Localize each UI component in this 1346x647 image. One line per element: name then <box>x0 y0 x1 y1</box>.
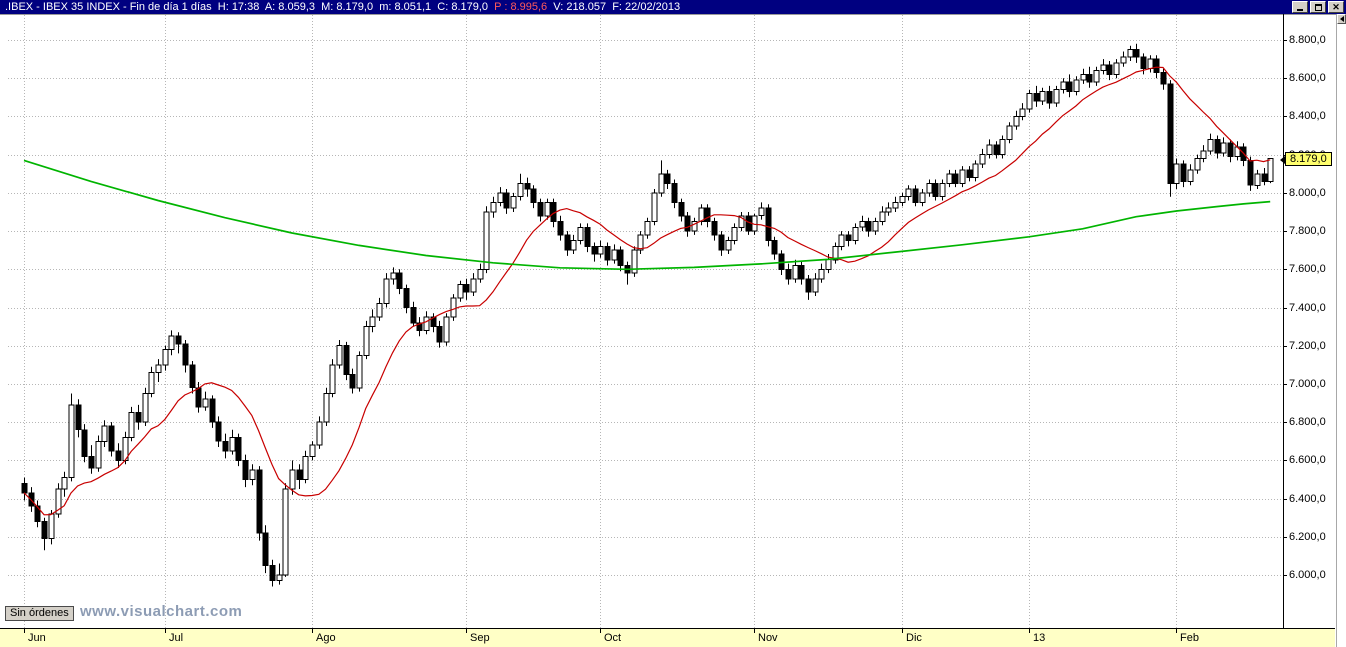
right-gutter <box>1336 14 1346 647</box>
time-axis-tick <box>165 629 166 633</box>
price-axis-label: 7.000,0 <box>1289 378 1326 390</box>
orders-status-chip[interactable]: Sin órdenes <box>5 606 74 621</box>
price-axis-label: 8.400,0 <box>1289 110 1326 122</box>
time-axis-tick <box>600 629 601 633</box>
panel-collapse-button[interactable] <box>1337 14 1346 24</box>
time-axis-tick <box>1029 629 1030 633</box>
time-axis-tick <box>466 629 467 633</box>
price-axis-label: 7.400,0 <box>1289 302 1326 314</box>
time-axis[interactable]: Jun Jul Ago Sep Oct Nov Dic 13 Feb <box>0 628 1335 647</box>
price-axis-label: 6.000,0 <box>1289 569 1326 581</box>
price-axis-label: 6.400,0 <box>1289 493 1326 505</box>
last-price-value: 8.179,0 <box>1290 153 1327 165</box>
time-axis-label: Jun <box>28 632 46 644</box>
title-bar[interactable]: .IBEX - IBEX 35 INDEX - Fin de día 1 día… <box>0 0 1346 14</box>
restore-button[interactable] <box>1310 1 1326 13</box>
title-p-value: P : 8.995,6 <box>494 1 548 13</box>
window-controls: ✕ <box>1292 1 1344 13</box>
price-axis-label: 7.200,0 <box>1289 340 1326 352</box>
price-axis-separator <box>1283 14 1284 628</box>
time-axis-label: Sep <box>470 632 490 644</box>
close-button[interactable]: ✕ <box>1328 1 1344 13</box>
time-axis-label: Ago <box>316 632 336 644</box>
time-axis-tick <box>902 629 903 633</box>
close-icon: ✕ <box>1332 1 1340 12</box>
time-axis-tick <box>24 629 25 633</box>
price-axis-label: 6.600,0 <box>1289 454 1326 466</box>
time-axis-label: Feb <box>1180 632 1199 644</box>
time-axis-tick <box>754 629 755 633</box>
price-axis-label: 8.600,0 <box>1289 72 1326 84</box>
time-axis-label: Nov <box>758 632 778 644</box>
price-axis-label: 7.800,0 <box>1289 225 1326 237</box>
chart-title-text: .IBEX - IBEX 35 INDEX - Fin de día 1 día… <box>5 1 495 13</box>
last-price-tag: 8.179,0 <box>1280 152 1332 166</box>
price-axis-label: 8.000,0 <box>1289 187 1326 199</box>
time-axis-label: Dic <box>906 632 922 644</box>
price-axis-label: 6.200,0 <box>1289 531 1326 543</box>
time-axis-label: Jul <box>169 632 184 644</box>
time-axis-tick <box>312 629 313 633</box>
restore-icon <box>1314 3 1322 11</box>
time-axis-label: Oct <box>604 632 622 644</box>
price-axis[interactable]: 8.800,08.600,08.400,08.200,08.000,07.800… <box>1284 14 1335 628</box>
price-axis-label: 6.800,0 <box>1289 416 1326 428</box>
minimize-icon <box>1297 9 1303 11</box>
watermark-text: www.visualchart.com <box>80 603 243 620</box>
price-axis-label: 8.800,0 <box>1289 34 1326 46</box>
time-axis-tick <box>1176 629 1177 633</box>
time-axis-label: 13 <box>1033 632 1046 644</box>
collapse-arrow-icon <box>1339 16 1344 22</box>
minimize-button[interactable] <box>1292 1 1308 13</box>
title-volume-date: V: 218.057 F: 22/02/2013 <box>547 1 681 13</box>
price-axis-label: 7.600,0 <box>1289 263 1326 275</box>
